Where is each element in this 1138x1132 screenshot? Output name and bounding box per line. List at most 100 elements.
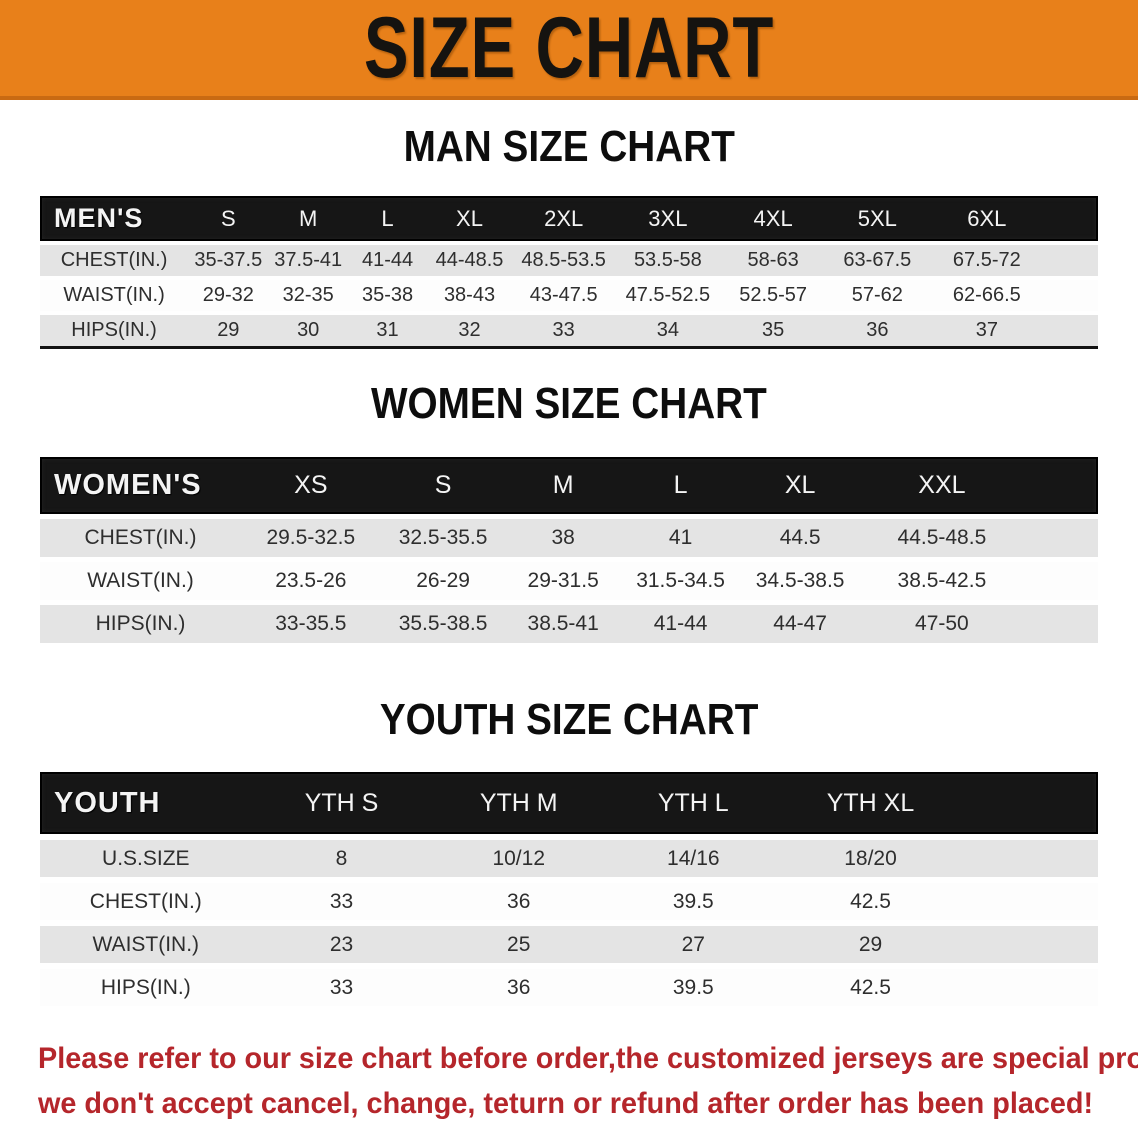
size-cell: 58-63 bbox=[747, 249, 799, 271]
size-cell: 29-32 bbox=[202, 284, 254, 306]
size-cell: 39.5 bbox=[672, 889, 714, 913]
size-cell: 37 bbox=[975, 319, 998, 341]
size-cell: 41 bbox=[668, 526, 693, 549]
size-column-header: 2XL bbox=[544, 205, 584, 231]
size-column-header: 3XL bbox=[648, 205, 688, 231]
size-cell: 42.5 bbox=[850, 889, 891, 913]
size-chart-banner: SIZE CHART bbox=[0, 0, 1138, 100]
size-cell: 36 bbox=[866, 319, 889, 341]
size-cell: 29.5-32.5 bbox=[266, 526, 356, 549]
size-column-header: YTH S bbox=[304, 788, 379, 817]
size-column-header: 4XL bbox=[753, 205, 793, 231]
size-cell: 31.5-34.5 bbox=[636, 569, 725, 592]
size-cell: 32.5-35.5 bbox=[398, 526, 488, 549]
size-cell: 53.5-58 bbox=[633, 249, 702, 271]
table-row: WAIST(IN.) 23 25 27 29 bbox=[40, 926, 1098, 963]
size-cell: 34 bbox=[656, 319, 679, 341]
size-cell: 32-35 bbox=[282, 284, 334, 306]
size-cell: 33 bbox=[329, 889, 354, 913]
size-cell: 41-44 bbox=[361, 249, 414, 271]
women-section-title: WOMEN SIZE CHART bbox=[371, 379, 767, 428]
size-column-header: YTH M bbox=[479, 788, 558, 817]
size-column-header: L bbox=[381, 205, 394, 231]
row-label: CHEST(IN.) bbox=[89, 889, 202, 913]
row-label: U.S.SIZE bbox=[102, 846, 190, 870]
size-column-header: L bbox=[673, 471, 688, 499]
disclaimer-line-1: Please refer to our size chart before or… bbox=[38, 1042, 1138, 1075]
row-label: WAIST(IN.) bbox=[63, 284, 165, 306]
banner-title: SIZE CHART bbox=[363, 0, 775, 96]
size-cell: 44.5-48.5 bbox=[897, 526, 987, 549]
size-cell: 34.5-38.5 bbox=[755, 569, 845, 592]
women-table-header: WOMEN'S XS S M L XL XXL bbox=[40, 457, 1098, 514]
youth-table-label: YOUTH bbox=[54, 786, 161, 819]
size-cell: 14/16 bbox=[667, 846, 720, 870]
table-row: CHEST(IN.) 33 36 39.5 42.5 bbox=[40, 883, 1098, 920]
disclaimer-note: Please refer to our size chart before or… bbox=[38, 1036, 1138, 1126]
size-cell: 30 bbox=[297, 319, 320, 341]
row-label: HIPS(IN.) bbox=[71, 319, 157, 341]
size-cell: 57-62 bbox=[851, 284, 903, 306]
youth-section-title: YOUTH SIZE CHART bbox=[379, 695, 759, 744]
size-cell: 35-37.5 bbox=[194, 249, 263, 271]
men-table-label: MEN'S bbox=[54, 203, 144, 233]
size-cell: 44-47 bbox=[773, 612, 827, 635]
size-cell: 37.5-41 bbox=[274, 249, 343, 271]
row-label: CHEST(IN.) bbox=[60, 249, 168, 271]
size-column-header: S bbox=[220, 205, 236, 231]
size-column-header: YTH L bbox=[657, 788, 729, 817]
size-cell: 36 bbox=[507, 889, 531, 913]
size-cell: 27 bbox=[681, 932, 705, 956]
size-cell: 33 bbox=[552, 319, 575, 341]
size-cell: 38.5-41 bbox=[527, 612, 599, 635]
size-column-header: M bbox=[552, 471, 574, 499]
size-cell: 36 bbox=[507, 975, 531, 999]
size-cell: 35.5-38.5 bbox=[398, 612, 488, 635]
table-row: CHEST(IN.) 29.5-32.5 32.5-35.5 38 41 44.5 44.5… bbox=[40, 519, 1098, 557]
size-cell: 33 bbox=[329, 975, 354, 999]
size-column-header: 5XL bbox=[857, 205, 897, 231]
women-size-table: WOMEN'S XS S M L XL XXL CHEST(IN.) 29.5-32.5 32.5… bbox=[40, 457, 1098, 643]
size-cell: 38 bbox=[551, 526, 575, 549]
size-cell: 44.5 bbox=[779, 526, 821, 549]
row-label: HIPS(IN.) bbox=[95, 612, 186, 635]
men-table-header: MEN'S S M L XL 2XL 3XL 4XL 5XL 6XL bbox=[40, 196, 1098, 241]
size-column-header: XXL bbox=[918, 471, 966, 499]
size-cell: 29-31.5 bbox=[527, 569, 599, 592]
size-cell: 38.5-42.5 bbox=[897, 569, 987, 592]
size-cell: 31 bbox=[376, 319, 399, 341]
youth-size-table: YOUTH YTH S YTH M YTH L YTH XL U.S.SIZE 8 10/12… bbox=[40, 772, 1098, 1006]
size-column-header: XL bbox=[784, 471, 816, 499]
table-row: HIPS(IN.) 29 30 31 32 33 34 35 36 37 bbox=[40, 315, 1098, 346]
size-cell: 8 bbox=[335, 846, 348, 870]
size-cell: 47-50 bbox=[915, 612, 969, 635]
row-label: HIPS(IN.) bbox=[100, 975, 191, 999]
row-label: CHEST(IN.) bbox=[84, 526, 197, 549]
table-row: CHEST(IN.) 35-37.5 37.5-41 41-44 44-48.5 48.5… bbox=[40, 245, 1098, 276]
size-cell: 23 bbox=[329, 932, 354, 956]
size-cell: 29 bbox=[858, 932, 883, 956]
women-table-label: WOMEN'S bbox=[54, 469, 202, 501]
size-cell: 25 bbox=[507, 932, 531, 956]
size-cell: 26-29 bbox=[416, 569, 470, 592]
size-cell: 41-44 bbox=[653, 612, 708, 635]
disclaimer-line-2: we don't accept cancel, change, teturn o… bbox=[38, 1087, 1094, 1120]
size-cell: 43-47.5 bbox=[529, 284, 598, 306]
size-cell: 38-43 bbox=[443, 284, 496, 306]
row-label: WAIST(IN.) bbox=[92, 932, 200, 956]
size-column-header: YTH XL bbox=[826, 788, 915, 817]
row-label: WAIST(IN.) bbox=[87, 569, 194, 592]
size-cell: 35-38 bbox=[361, 284, 414, 306]
size-column-header: XL bbox=[456, 205, 483, 231]
size-cell: 10/12 bbox=[492, 846, 546, 870]
size-cell: 63-67.5 bbox=[843, 249, 912, 271]
size-column-header: XS bbox=[294, 471, 328, 499]
size-column-header: 6XL bbox=[967, 205, 1007, 231]
size-cell: 67.5-72 bbox=[952, 249, 1021, 271]
men-size-table: MEN'S S M L XL 2XL 3XL 4XL 5XL 6XL CHEST(IN.) 35-37… bbox=[40, 196, 1098, 349]
youth-table-header: YOUTH YTH S YTH M YTH L YTH XL bbox=[40, 772, 1098, 834]
size-column-header: S bbox=[434, 471, 452, 499]
size-cell: 62-66.5 bbox=[952, 284, 1021, 306]
size-cell: 23.5-26 bbox=[275, 569, 347, 592]
men-section-title: MAN SIZE CHART bbox=[403, 122, 735, 171]
